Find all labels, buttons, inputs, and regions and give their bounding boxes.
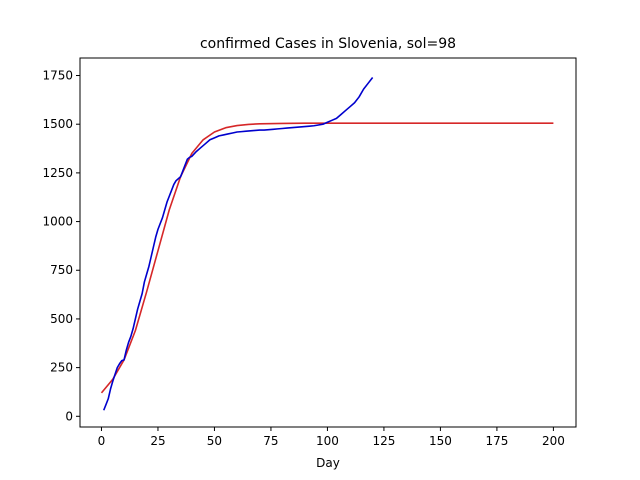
y-tick-label: 750 — [50, 263, 73, 277]
plot-frame — [79, 57, 577, 428]
x-tick-label: 50 — [207, 434, 222, 448]
y-tick-label: 0 — [65, 409, 73, 423]
x-tick-label: 200 — [542, 434, 565, 448]
y-tick-label: 500 — [50, 312, 73, 326]
x-axis-label: Day — [316, 456, 340, 470]
chart-title: confirmed Cases in Slovenia, sol=98 — [200, 36, 456, 52]
y-tick-label: 1500 — [42, 117, 73, 131]
y-tick-label: 1250 — [42, 166, 73, 180]
x-tick-label: 100 — [316, 434, 339, 448]
x-tick-label: 150 — [429, 434, 452, 448]
series-line-2 — [102, 76, 374, 411]
y-tick-label: 1750 — [42, 69, 73, 83]
series-line-1 — [100, 122, 554, 394]
x-tick-label: 125 — [372, 434, 395, 448]
x-tick-label: 25 — [150, 434, 165, 448]
x-tick-label: 175 — [485, 434, 508, 448]
x-tick-label: 0 — [98, 434, 106, 448]
x-tick-label: 75 — [263, 434, 278, 448]
y-tick-label: 1000 — [42, 215, 73, 229]
y-tick-label: 250 — [50, 361, 73, 375]
plot-area: 0 25 50 75 100 125 150 175 200 0 250 500 750 1000 1250… — [42, 57, 577, 448]
